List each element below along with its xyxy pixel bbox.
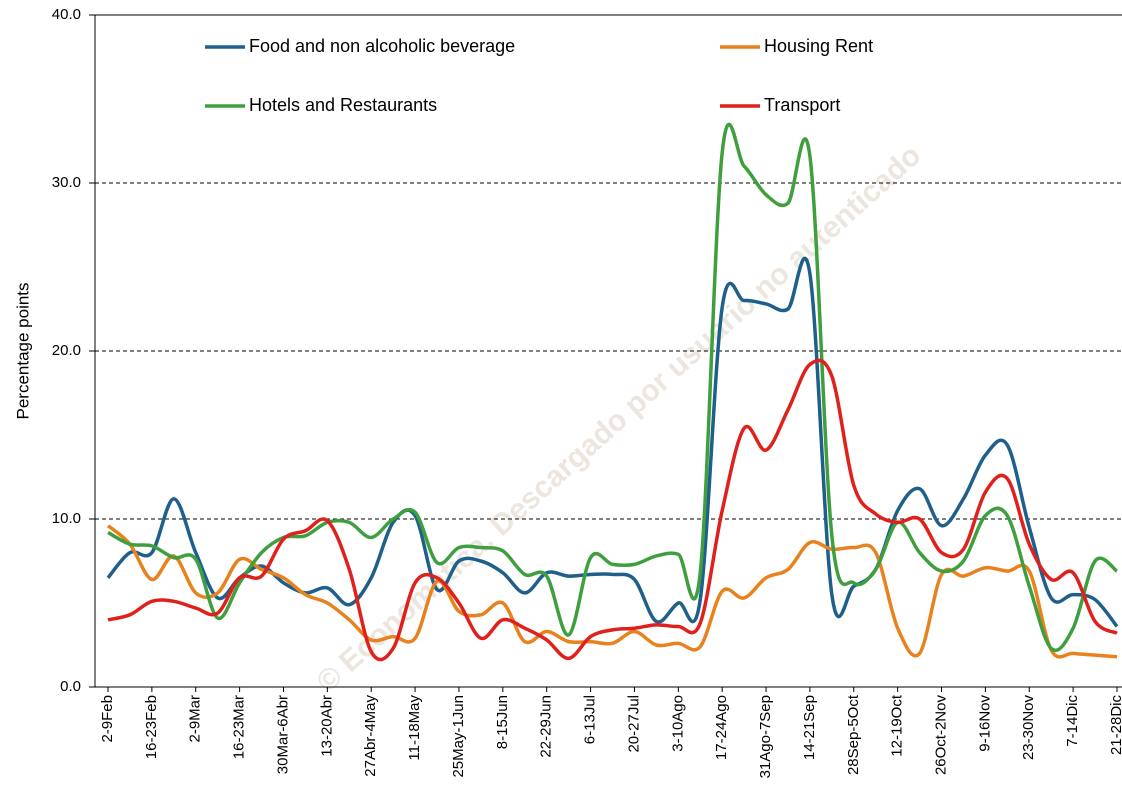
x-tick-label: 23-30Nov: [1020, 695, 1037, 761]
x-tick-label: 13-20Abr: [318, 695, 335, 757]
x-tick-label: 26Oct-2Nov: [932, 695, 949, 776]
x-tick-label: 22-29Jun: [538, 695, 555, 758]
x-tick-label: 25May-1Jun: [450, 695, 467, 778]
legend-label: Transport: [764, 95, 840, 115]
x-tick-label: 9-16Nov: [976, 695, 993, 752]
y-tick-label: 20.0: [52, 342, 81, 359]
x-tick-label: 28Sep-5Oct: [845, 694, 862, 775]
y-tick-label: 0.0: [60, 678, 81, 695]
x-tick-label: 2-9Mar: [187, 695, 204, 743]
x-tick-label: 16-23Mar: [231, 695, 248, 759]
series-line: [107, 122, 1119, 652]
x-tick-label: 8-15Jun: [494, 695, 511, 749]
series-line: [107, 358, 1118, 662]
legend-label: Hotels and Restaurants: [249, 95, 437, 115]
x-tick-label: 16-23Feb: [143, 695, 160, 759]
x-tick-label: 27Abr-4May: [362, 695, 379, 777]
legend-label: Housing Rent: [764, 36, 873, 56]
x-tick-label: 21-28Dic: [1108, 695, 1122, 756]
legend-label: Food and non alcoholic beverage: [249, 36, 515, 56]
y-tick-label: 30.0: [52, 174, 81, 191]
x-tick-label: 3-10Ago: [669, 695, 686, 752]
x-tick-label: 11-18May: [406, 695, 423, 761]
x-tick-label: 30Mar-6Abr: [274, 695, 291, 774]
y-axis-label: Percentage points: [13, 282, 32, 419]
x-tick-label: 17-24Ago: [713, 695, 730, 760]
x-tick-label: 6-13Jul: [582, 695, 599, 744]
y-tick-label: 10.0: [52, 510, 81, 527]
x-tick-label: 12-19Oct: [889, 694, 906, 757]
x-tick-label: 20-27Jul: [625, 695, 642, 753]
y-tick-label: 40.0: [52, 6, 81, 23]
x-tick-label: 14-21Sep: [801, 695, 818, 760]
series-line: [106, 256, 1119, 628]
x-tick-label: 31Ago-7Sep: [757, 695, 774, 778]
x-tick-label: 2-9Feb: [99, 695, 116, 743]
x-tick-label: 7-14Dic: [1064, 695, 1081, 747]
